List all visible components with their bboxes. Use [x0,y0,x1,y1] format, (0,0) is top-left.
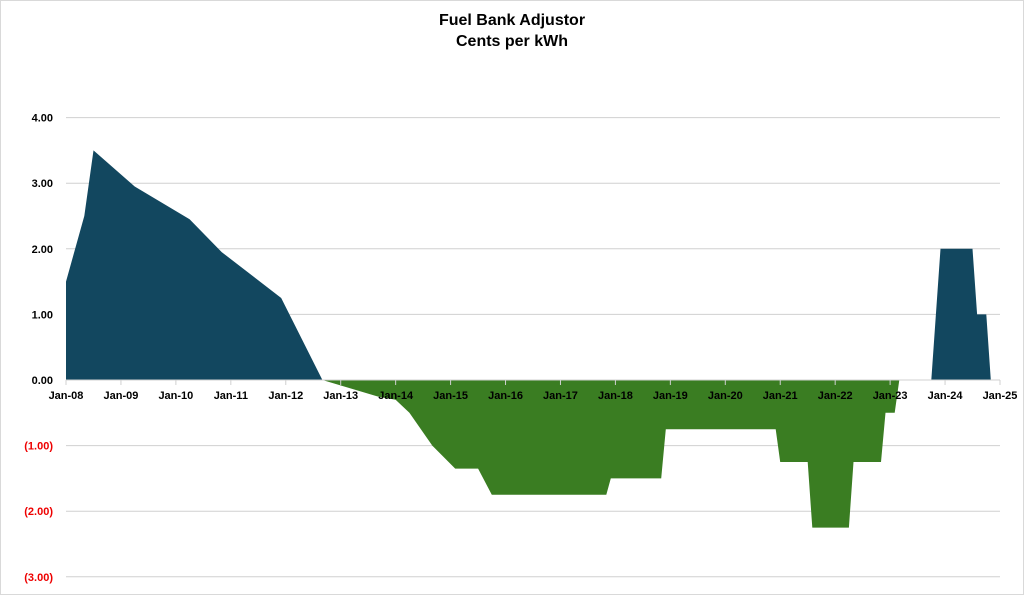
x-tick-label: Jan-12 [268,390,303,402]
x-axis [65,379,1001,385]
y-tick-label: 2.00 [32,244,53,256]
y-tick-label: (3.00) [24,572,53,584]
x-tick-label: Jan-10 [158,390,193,402]
y-axis-labels: 4.00 3.00 2.00 1.00 0.00 (1.00) (2.00) (3.00) [24,113,53,584]
x-tick-label: Jan-09 [104,390,139,402]
x-tick-label: Jan-13 [323,390,358,402]
y-tick-label: (2.00) [24,506,53,518]
x-tick-label: Jan-25 [983,390,1018,402]
chart-title: Fuel Bank Adjustor Cents per kWh [0,10,1024,52]
x-tick-label: Jan-23 [873,390,908,402]
x-tick-label: Jan-18 [598,390,633,402]
x-tick-label: Jan-08 [49,390,84,402]
y-tick-label: 0.00 [32,375,53,387]
x-tick-label: Jan-20 [708,390,743,402]
area-series [66,150,323,380]
x-tick-label: Jan-19 [653,390,688,402]
x-tick-label: Jan-24 [928,390,964,402]
x-tick-label: Jan-15 [433,390,468,402]
y-tick-label: 3.00 [32,178,53,190]
chart-subtitle: Cents per kWh [455,33,568,50]
x-tick-label: Jan-21 [763,390,798,402]
y-tick-label: 4.00 [32,113,53,125]
area-series [322,380,900,528]
y-tick-label: 1.00 [32,309,53,321]
x-tick-label: Jan-22 [818,390,853,402]
x-tick-label: Jan-11 [214,390,248,402]
x-axis-labels: Jan-08 Jan-09 Jan-10 Jan-11 Jan-12 Jan-13 Jan-… [49,390,1018,402]
chart-title-line1: Fuel Bank Adjustor [438,12,586,29]
x-tick-label: Jan-16 [488,390,523,402]
area-series [931,248,991,380]
data-areas [66,150,991,528]
x-tick-label: Jan-17 [543,390,578,402]
x-tick-label: Jan-14 [378,390,414,402]
gridlines [66,117,1000,578]
y-tick-label: (1.00) [24,441,53,453]
